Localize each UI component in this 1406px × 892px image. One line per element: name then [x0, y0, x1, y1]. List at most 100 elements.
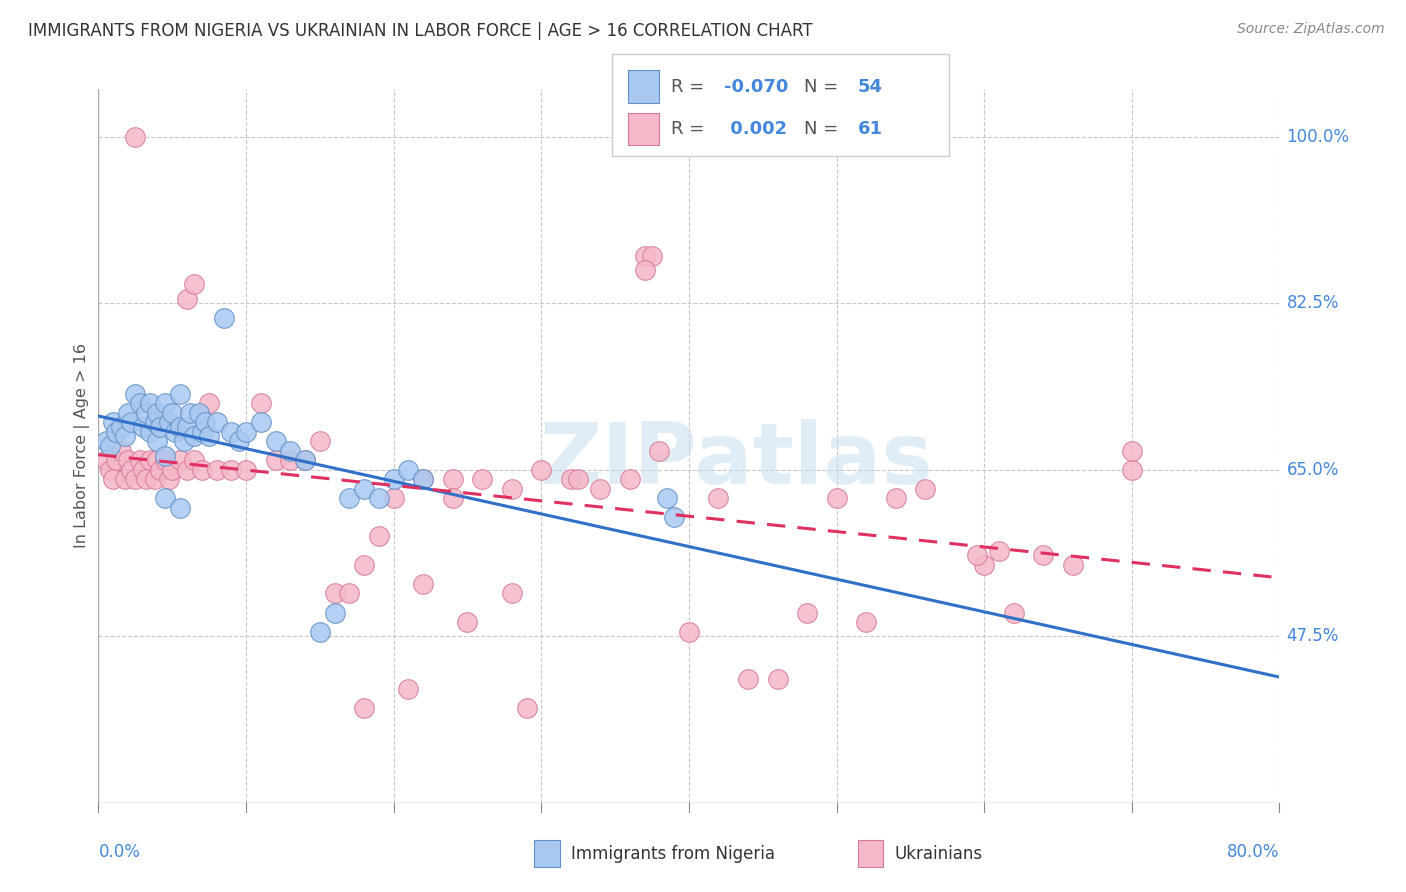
Point [648, 443, 671, 458]
Point [176, 292, 198, 306]
Point [157, 472, 180, 486]
Point [641, 249, 664, 263]
Point [110, 443, 132, 458]
Point [501, 586, 523, 600]
Text: 0.0%: 0.0% [98, 843, 141, 861]
Point [678, 624, 700, 639]
Point [169, 386, 191, 401]
Point [117, 453, 139, 467]
Point [966, 549, 988, 563]
Point [619, 472, 641, 486]
Point [153, 449, 176, 463]
Point [169, 453, 191, 467]
Text: 0.002: 0.002 [724, 120, 787, 138]
Point [633, 249, 655, 263]
Text: 54: 54 [858, 78, 883, 95]
Text: N =: N = [804, 78, 844, 95]
Point [179, 406, 201, 420]
Point [162, 406, 183, 420]
Point [103, 472, 125, 486]
Point [382, 472, 405, 486]
Point [589, 482, 612, 496]
Text: N =: N = [804, 120, 844, 138]
Point [323, 586, 346, 600]
Point [1121, 443, 1143, 458]
Text: -0.070: -0.070 [724, 78, 789, 95]
Point [368, 491, 391, 506]
Point [737, 672, 759, 686]
Point [194, 415, 217, 429]
Point [124, 472, 146, 486]
Text: 61: 61 [858, 120, 883, 138]
Text: 80.0%: 80.0% [1227, 843, 1279, 861]
Point [766, 672, 789, 686]
Y-axis label: In Labor Force | Age > 16: In Labor Force | Age > 16 [75, 343, 90, 549]
Point [825, 491, 848, 506]
Point [110, 420, 132, 434]
Point [796, 606, 818, 620]
Point [353, 700, 375, 714]
Point [198, 429, 221, 443]
Point [128, 453, 150, 467]
Text: 47.5%: 47.5% [1286, 627, 1339, 645]
Point [153, 396, 176, 410]
Point [94, 453, 117, 467]
Point [124, 129, 146, 144]
Point [412, 472, 434, 486]
Point [567, 472, 589, 486]
Point [530, 463, 553, 477]
Point [294, 453, 316, 467]
Point [135, 472, 157, 486]
Point [323, 606, 346, 620]
Text: IMMIGRANTS FROM NIGERIA VS UKRAINIAN IN LABOR FORCE | AGE > 16 CORRELATION CHART: IMMIGRANTS FROM NIGERIA VS UKRAINIAN IN … [28, 22, 813, 40]
Point [309, 624, 332, 639]
Point [264, 434, 287, 449]
Point [441, 491, 464, 506]
Point [187, 406, 209, 420]
Point [655, 491, 678, 506]
Point [169, 500, 191, 515]
Point [664, 510, 686, 524]
Point [191, 463, 214, 477]
Point [173, 434, 195, 449]
Point [855, 615, 877, 629]
Text: Immigrants from Nigeria: Immigrants from Nigeria [571, 845, 775, 863]
Text: R =: R = [671, 78, 710, 95]
Point [973, 558, 995, 572]
Point [103, 415, 125, 429]
Point [205, 463, 228, 477]
Point [368, 529, 391, 543]
Point [219, 463, 242, 477]
Point [309, 434, 332, 449]
Point [117, 406, 139, 420]
Point [1121, 463, 1143, 477]
Point [228, 434, 250, 449]
Point [149, 463, 172, 477]
Point [176, 420, 198, 434]
Point [183, 453, 205, 467]
Point [264, 453, 287, 467]
Point [471, 472, 494, 486]
Point [382, 491, 405, 506]
Point [98, 439, 121, 453]
Point [120, 463, 142, 477]
Point [987, 543, 1010, 558]
Text: ZIPatlas: ZIPatlas [540, 418, 934, 502]
Point [212, 310, 235, 325]
Point [146, 453, 169, 467]
Point [139, 453, 162, 467]
Point [1032, 549, 1054, 563]
Point [124, 386, 146, 401]
Point [294, 453, 316, 467]
Point [153, 453, 176, 467]
Point [1002, 606, 1025, 620]
Point [278, 453, 302, 467]
Point [191, 425, 214, 439]
Point [914, 482, 936, 496]
Point [353, 482, 375, 496]
Point [146, 406, 169, 420]
Point [114, 429, 136, 443]
Point [132, 420, 155, 434]
Point [412, 577, 434, 591]
Text: 100.0%: 100.0% [1286, 128, 1350, 145]
